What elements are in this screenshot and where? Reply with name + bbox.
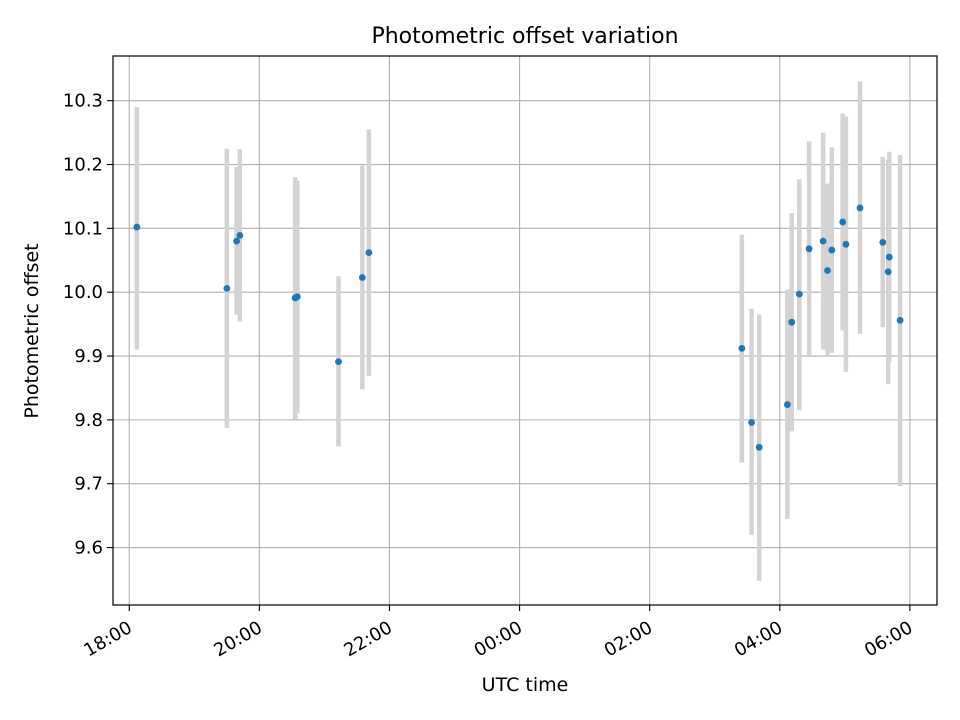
data-point (783, 401, 791, 408)
data-point (365, 249, 373, 257)
data-point (824, 267, 831, 274)
data-point (233, 237, 241, 245)
data-point (755, 443, 763, 451)
data-point (293, 293, 301, 301)
data-markers (133, 204, 904, 451)
data-point (896, 316, 904, 324)
data-point (358, 274, 366, 281)
y-axis-label: Photometric offset (21, 243, 43, 418)
data-point (884, 268, 892, 276)
y-tick-label: 9.9 (74, 346, 103, 367)
data-point (223, 284, 231, 292)
data-point (236, 231, 244, 239)
x-axis-label: UTC time (482, 674, 569, 696)
data-point (805, 245, 813, 253)
data-point (795, 290, 803, 298)
data-point (828, 246, 836, 254)
plot-area-frame (112, 55, 938, 606)
data-point (738, 344, 746, 352)
data-point (879, 239, 887, 246)
y-axis-ticks: 9.6 9.7 9.8 9.9 10.0 10.1 10.2 10.3 (63, 91, 113, 559)
y-tick-label: 10.1 (63, 218, 103, 239)
y-tick-label: 9.6 (74, 538, 103, 559)
data-point (885, 253, 893, 261)
chart-title: Photometric offset variation (371, 24, 678, 49)
data-point (788, 318, 796, 326)
data-point (748, 419, 755, 426)
y-tick-label: 10.3 (63, 91, 103, 112)
data-point (856, 204, 864, 212)
y-tick-label: 10.0 (63, 282, 103, 303)
data-point (842, 240, 850, 248)
data-point (819, 237, 827, 245)
data-point (839, 218, 847, 226)
y-tick-label: 10.2 (63, 155, 103, 176)
data-point (335, 358, 342, 366)
data-point (133, 223, 141, 231)
y-tick-label: 9.8 (74, 410, 103, 431)
y-tick-label: 9.7 (74, 474, 103, 495)
